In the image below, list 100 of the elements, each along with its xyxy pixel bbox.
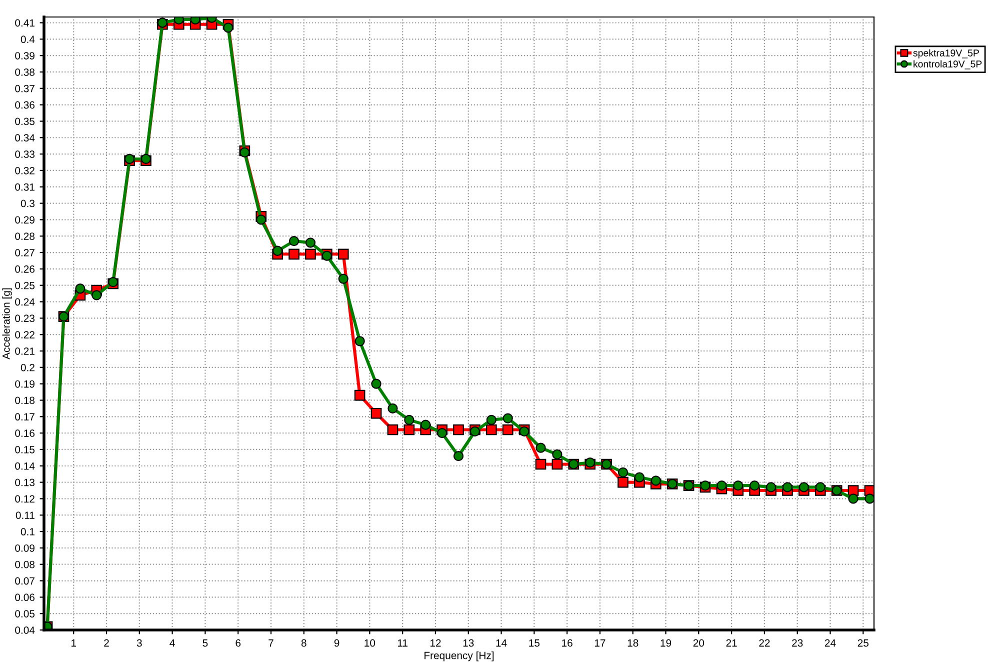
point [305, 238, 316, 248]
y-tick-label: 0.06 [15, 594, 35, 602]
point [420, 420, 431, 430]
x-tick-label: 21 [726, 639, 737, 647]
y-axis-title: Acceleration [g] [2, 288, 12, 360]
point [502, 424, 514, 436]
point [618, 476, 628, 488]
y-tick-label: 0.28 [15, 232, 35, 240]
x-tick-label: 5 [202, 639, 208, 647]
point [338, 274, 348, 284]
point [486, 424, 497, 436]
point [75, 284, 86, 294]
point [750, 480, 760, 491]
y-tick-label: 0.33 [15, 150, 35, 158]
point [864, 494, 874, 504]
point [552, 458, 563, 470]
point [536, 442, 546, 453]
y-tick-label: 0.32 [15, 166, 34, 174]
y-tick-label: 0.09 [15, 544, 34, 552]
x-tick-label: 16 [562, 639, 572, 647]
y-tick-label: 0.38 [15, 68, 35, 76]
point [288, 236, 300, 246]
x-tick-label: 22 [759, 639, 770, 647]
point [502, 413, 513, 424]
y-tick-label: 0.13 [15, 478, 35, 486]
point [552, 449, 562, 460]
y-tick-label: 0.39 [15, 52, 34, 60]
y-tick-label: 0.05 [15, 610, 35, 618]
y-tick-label: 0.41 [15, 19, 34, 27]
point [733, 480, 744, 491]
x-tick-label: 19 [660, 639, 672, 647]
x-tick-label: 18 [628, 639, 638, 647]
y-tick-label: 0.29 [15, 216, 34, 224]
x-tick-label: 25 [858, 639, 868, 647]
point [305, 248, 316, 260]
point [486, 414, 496, 425]
y-tick-label: 0.4 [20, 36, 35, 44]
x-tick-label: 6 [236, 639, 241, 647]
y-tick-label: 0.17 [15, 413, 34, 421]
point [634, 472, 645, 482]
point [338, 248, 349, 260]
point [354, 390, 366, 401]
point [650, 476, 661, 486]
point [354, 336, 365, 346]
y-tick-label: 0.35 [15, 118, 35, 126]
point [223, 22, 234, 33]
y-tick-label: 0.08 [15, 560, 35, 568]
y-tick-label: 0.27 [15, 249, 34, 256]
y-tick-label: 0.31 [15, 183, 34, 191]
point [716, 480, 727, 491]
y-tick-label: 0.37 [15, 84, 34, 92]
x-tick-label: 11 [398, 639, 408, 647]
x-tick-label: 14 [496, 639, 507, 647]
x-tick-label: 8 [301, 639, 306, 647]
x-tick-label: 23 [792, 639, 803, 647]
point [436, 428, 448, 438]
x-tick-label: 15 [529, 639, 540, 647]
x-tick-label: 1 [72, 639, 76, 647]
point [535, 458, 546, 470]
point [371, 378, 382, 389]
point [388, 403, 398, 414]
y-tick-label: 0.16 [15, 430, 35, 437]
y-tick-label: 0.24 [15, 298, 35, 306]
y-tick-label: 0.11 [16, 512, 34, 519]
point [782, 482, 793, 492]
y-tick-label: 0.26 [15, 265, 35, 273]
point [272, 246, 283, 256]
y-tick-label: 0.19 [15, 380, 34, 388]
y-tick-label: 0.3 [20, 200, 35, 208]
y-tick-label: 0.22 [15, 331, 34, 338]
x-tick-label: 2 [104, 639, 109, 647]
x-tick-label: 17 [594, 639, 606, 647]
point [848, 494, 858, 504]
x-tick-label: 9 [334, 639, 340, 647]
x-tick-label: 4 [170, 639, 175, 647]
point [256, 214, 266, 225]
y-tick-label: 0.36 [15, 101, 35, 109]
x-tick-label: 3 [136, 639, 142, 647]
y-tick-label: 0.25 [15, 282, 35, 290]
y-tick-label: 0.21 [15, 347, 34, 355]
y-tick-label: 0.14 [15, 462, 35, 470]
legend-label: kontrola19V_5P [914, 60, 982, 70]
x-tick-label: 10 [364, 639, 376, 647]
point [815, 482, 826, 492]
x-tick-label: 20 [693, 639, 704, 647]
point [798, 482, 809, 492]
x-tick-label: 13 [463, 639, 474, 647]
y-tick-label: 0.23 [15, 314, 35, 322]
point [453, 424, 464, 436]
x-axis-title: Frequency [Hz] [424, 652, 494, 662]
y-tick-label: 0.1 [20, 528, 34, 536]
y-tick-label: 0.34 [15, 134, 35, 142]
point [453, 450, 464, 462]
point [404, 414, 414, 425]
x-tick-label: 24 [824, 639, 836, 647]
point [288, 248, 300, 260]
y-tick-label: 0.12 [15, 495, 34, 503]
y-tick-label: 0.04 [15, 626, 35, 634]
x-tick-label: 7 [268, 639, 274, 647]
y-tick-label: 0.2 [20, 364, 34, 372]
